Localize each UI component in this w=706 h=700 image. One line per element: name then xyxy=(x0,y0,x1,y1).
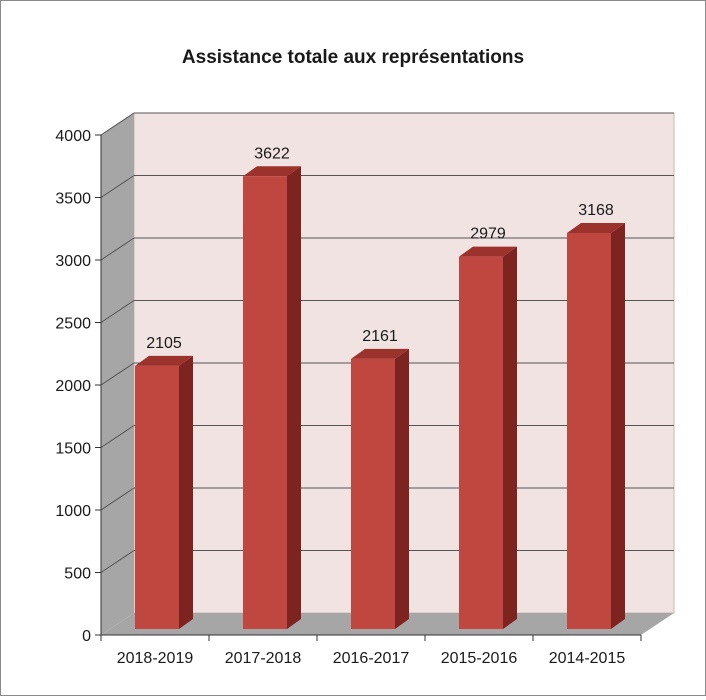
bar: 2105 xyxy=(135,335,193,629)
y-tick-label: 1500 xyxy=(55,441,91,458)
gridline-side xyxy=(100,425,135,448)
gridline-side xyxy=(100,237,135,261)
bar-side xyxy=(395,348,409,629)
bar-side xyxy=(611,223,625,629)
y-tick-label: 0 xyxy=(82,628,91,645)
bar: 2161 xyxy=(351,328,409,629)
x-axis-ticks: 2018-2019 2017-2018 2016-2017 2015-2016 2014… xyxy=(100,635,642,667)
bars: 2105 3622 2161 2979 3168 xyxy=(135,145,625,629)
x-tick-label: 2016-2017 xyxy=(333,650,410,667)
x-tick-label: 2014-2015 xyxy=(549,650,626,667)
bar-top xyxy=(351,348,409,359)
y-tick-label: 3000 xyxy=(55,253,91,270)
data-label: 3168 xyxy=(578,202,614,219)
bar: 3168 xyxy=(567,202,625,629)
gridline-side xyxy=(100,175,135,198)
y-tick-label: 500 xyxy=(64,566,91,583)
x-tick-label: 2018-2019 xyxy=(117,650,194,667)
y-axis-ticks: 0 500 1000 1500 2000 2500 3000 3500 4000 xyxy=(55,128,101,645)
y-tick-label: 1000 xyxy=(55,503,91,520)
gridline-side xyxy=(100,487,135,511)
bar-side xyxy=(503,246,517,629)
x-tick-label: 2017-2018 xyxy=(225,650,302,667)
data-label: 3622 xyxy=(254,145,290,162)
x-tick-label: 2015-2016 xyxy=(441,650,518,667)
chart-title: Assistance totale aux représentations xyxy=(182,47,524,68)
gridline-side xyxy=(100,112,135,136)
bar-front xyxy=(567,233,611,629)
gridline-side xyxy=(100,300,135,323)
data-label: 2105 xyxy=(146,335,182,352)
y-tick-label: 4000 xyxy=(55,128,91,145)
data-label: 2161 xyxy=(362,328,398,345)
bar-top xyxy=(567,223,625,233)
bar-front xyxy=(459,256,503,629)
data-label: 2979 xyxy=(470,226,506,243)
bar-front xyxy=(135,365,179,629)
y-tick-label: 2000 xyxy=(55,378,91,395)
y-tick-label: 3500 xyxy=(55,191,91,208)
y-tick-label: 2500 xyxy=(55,316,91,333)
gridline-side xyxy=(100,550,135,573)
bar-front xyxy=(243,176,287,629)
bar-top xyxy=(135,355,193,366)
bar-top xyxy=(243,166,301,177)
gridline-side xyxy=(100,362,135,386)
bar: 2979 xyxy=(459,226,517,629)
bar-side xyxy=(179,355,193,629)
bar: 3622 xyxy=(243,145,301,629)
bar-top xyxy=(459,246,517,257)
bar-front xyxy=(351,358,395,629)
bar-side xyxy=(287,166,301,629)
